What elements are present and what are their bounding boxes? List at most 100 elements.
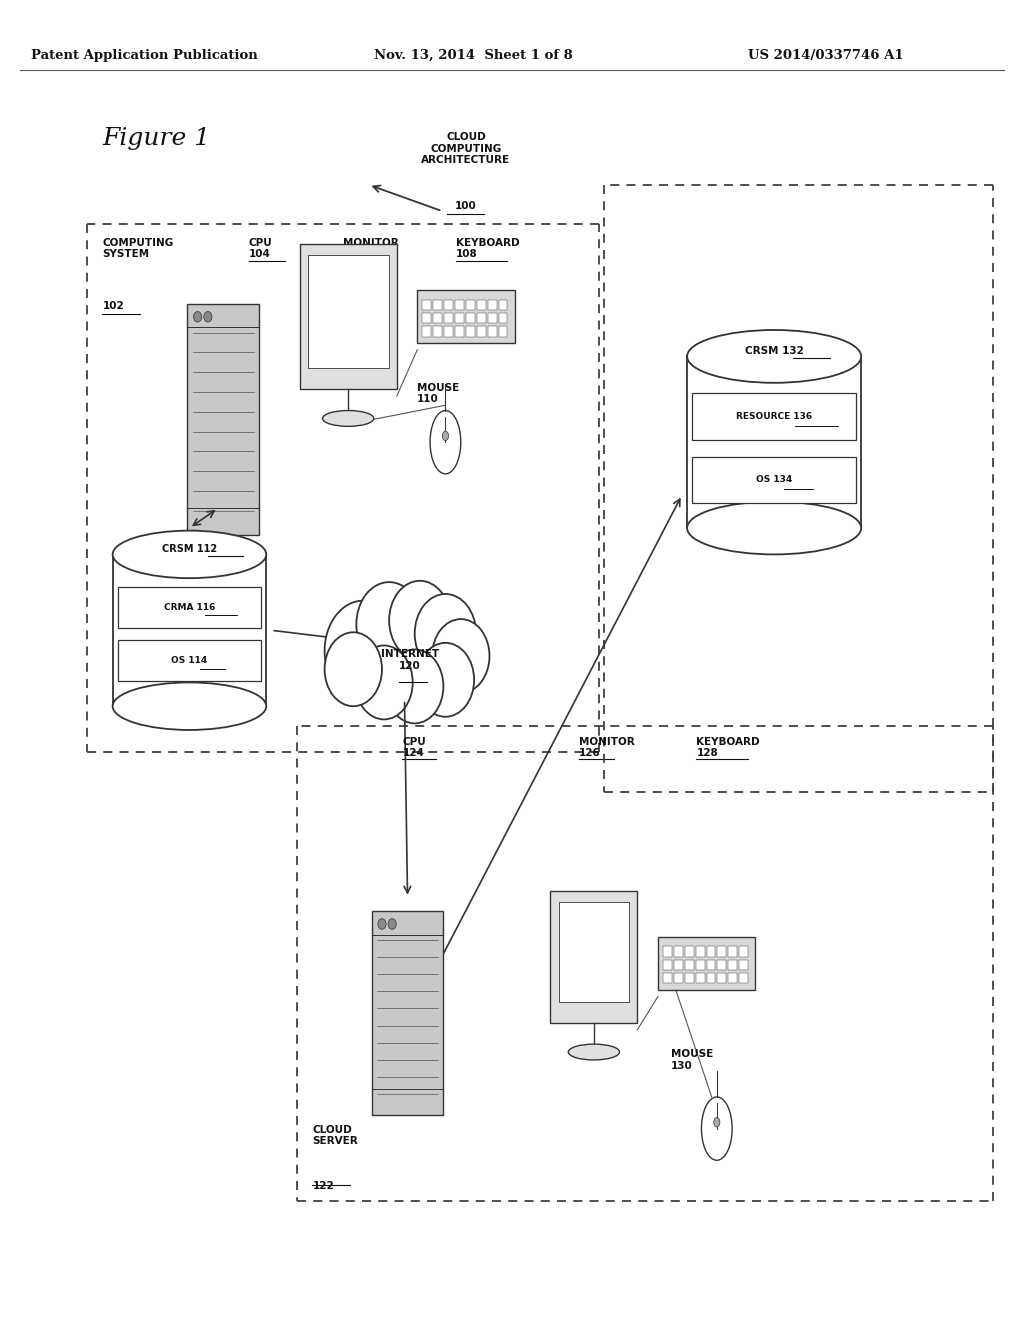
FancyBboxPatch shape (695, 946, 705, 957)
FancyBboxPatch shape (685, 946, 693, 957)
Ellipse shape (568, 1044, 620, 1060)
FancyBboxPatch shape (300, 244, 397, 389)
Circle shape (325, 601, 402, 701)
Text: Patent Application Publication: Patent Application Publication (31, 49, 257, 62)
FancyBboxPatch shape (308, 255, 389, 368)
FancyBboxPatch shape (728, 973, 737, 983)
FancyBboxPatch shape (499, 313, 508, 323)
FancyBboxPatch shape (433, 313, 442, 323)
FancyBboxPatch shape (466, 326, 475, 337)
Circle shape (417, 643, 474, 717)
FancyBboxPatch shape (372, 911, 443, 1115)
FancyBboxPatch shape (433, 300, 442, 310)
FancyBboxPatch shape (487, 300, 497, 310)
Ellipse shape (687, 330, 861, 383)
FancyBboxPatch shape (466, 313, 475, 323)
FancyBboxPatch shape (664, 973, 672, 983)
Circle shape (356, 582, 422, 667)
FancyBboxPatch shape (664, 946, 672, 957)
FancyBboxPatch shape (444, 326, 453, 337)
FancyBboxPatch shape (728, 960, 737, 970)
Text: CRSM 132: CRSM 132 (744, 346, 804, 356)
FancyBboxPatch shape (739, 946, 748, 957)
FancyBboxPatch shape (455, 326, 464, 337)
FancyBboxPatch shape (674, 960, 683, 970)
FancyBboxPatch shape (685, 960, 693, 970)
Text: KEYBOARD
108: KEYBOARD 108 (456, 238, 519, 259)
Ellipse shape (113, 531, 266, 578)
FancyBboxPatch shape (187, 304, 259, 535)
Ellipse shape (323, 411, 374, 426)
Text: MONITOR
126: MONITOR 126 (579, 737, 634, 758)
FancyBboxPatch shape (707, 960, 716, 970)
FancyBboxPatch shape (718, 960, 726, 970)
Circle shape (194, 312, 202, 322)
Text: CPU
104: CPU 104 (249, 238, 272, 259)
FancyBboxPatch shape (477, 300, 485, 310)
Circle shape (325, 632, 382, 706)
Circle shape (204, 312, 212, 322)
FancyBboxPatch shape (487, 326, 497, 337)
Text: 122: 122 (312, 1181, 334, 1192)
FancyBboxPatch shape (444, 300, 453, 310)
FancyBboxPatch shape (739, 973, 748, 983)
Ellipse shape (442, 432, 449, 441)
FancyBboxPatch shape (728, 946, 737, 957)
Text: CLOUD
SERVER: CLOUD SERVER (312, 1125, 358, 1146)
FancyBboxPatch shape (455, 313, 464, 323)
Circle shape (389, 581, 451, 660)
FancyBboxPatch shape (499, 300, 508, 310)
FancyBboxPatch shape (695, 960, 705, 970)
FancyBboxPatch shape (674, 973, 683, 983)
Circle shape (415, 594, 476, 673)
Text: RESOURCE 136: RESOURCE 136 (736, 412, 812, 421)
Text: INTERNET
120: INTERNET 120 (381, 649, 438, 671)
FancyBboxPatch shape (418, 290, 515, 343)
Polygon shape (113, 554, 266, 706)
Ellipse shape (714, 1118, 720, 1127)
FancyBboxPatch shape (455, 300, 464, 310)
FancyBboxPatch shape (466, 300, 475, 310)
Text: MONITOR
106: MONITOR 106 (343, 238, 398, 259)
FancyBboxPatch shape (739, 960, 748, 970)
FancyBboxPatch shape (499, 326, 508, 337)
Text: 100: 100 (455, 201, 477, 211)
Ellipse shape (113, 682, 266, 730)
Text: CRMA 116: CRMA 116 (164, 603, 215, 612)
Circle shape (378, 919, 386, 929)
FancyBboxPatch shape (664, 960, 672, 970)
FancyBboxPatch shape (718, 973, 726, 983)
Circle shape (386, 649, 443, 723)
Text: 102: 102 (102, 301, 124, 312)
FancyBboxPatch shape (692, 457, 856, 503)
FancyBboxPatch shape (118, 587, 261, 628)
FancyBboxPatch shape (423, 313, 431, 323)
FancyBboxPatch shape (707, 973, 716, 983)
FancyBboxPatch shape (487, 313, 497, 323)
FancyBboxPatch shape (444, 313, 453, 323)
FancyBboxPatch shape (423, 300, 431, 310)
FancyBboxPatch shape (695, 973, 705, 983)
Ellipse shape (430, 411, 461, 474)
FancyBboxPatch shape (707, 946, 716, 957)
Text: US 2014/0337746 A1: US 2014/0337746 A1 (748, 49, 903, 62)
Text: Figure 1: Figure 1 (102, 127, 211, 150)
FancyBboxPatch shape (477, 313, 485, 323)
Text: CLOUD
COMPUTING
ARCHITECTURE: CLOUD COMPUTING ARCHITECTURE (421, 132, 511, 165)
Text: COMPUTING
SYSTEM: COMPUTING SYSTEM (102, 238, 174, 259)
Polygon shape (687, 356, 861, 528)
Text: CRSM 112: CRSM 112 (162, 544, 217, 554)
FancyBboxPatch shape (685, 973, 693, 983)
Circle shape (388, 919, 396, 929)
Text: CPU
124: CPU 124 (402, 737, 426, 758)
Text: MOUSE
110: MOUSE 110 (417, 383, 459, 404)
Text: MOUSE
130: MOUSE 130 (671, 1049, 713, 1071)
Circle shape (355, 645, 413, 719)
FancyBboxPatch shape (477, 326, 485, 337)
FancyBboxPatch shape (657, 937, 755, 990)
Text: OS 114: OS 114 (171, 656, 208, 665)
FancyBboxPatch shape (433, 326, 442, 337)
Text: OS 134: OS 134 (756, 475, 793, 484)
Ellipse shape (687, 502, 861, 554)
FancyBboxPatch shape (692, 393, 856, 440)
